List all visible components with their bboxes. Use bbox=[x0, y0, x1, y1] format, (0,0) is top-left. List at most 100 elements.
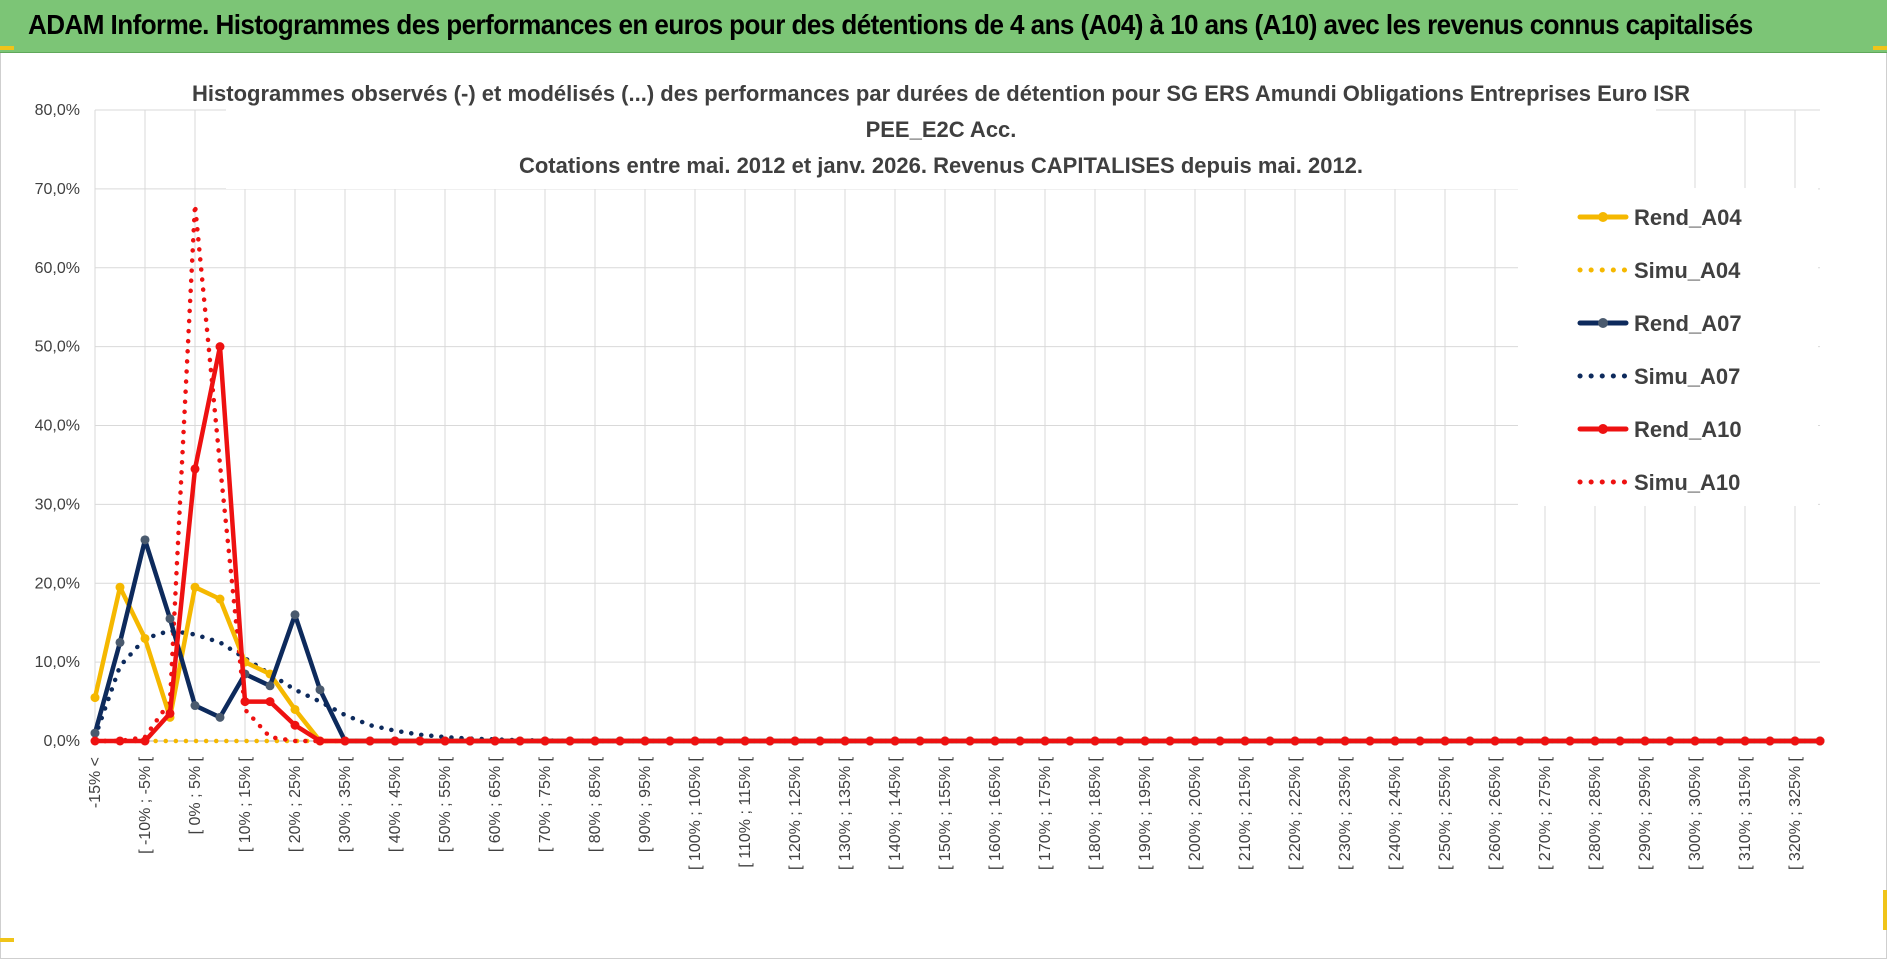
data-point bbox=[565, 736, 575, 746]
data-point bbox=[115, 637, 125, 647]
x-tick-label: [ 310% ; 315% [ bbox=[1737, 756, 1754, 870]
chart-title-line: Histogrammes observés (-) et modélisés (… bbox=[192, 81, 1690, 106]
data-point bbox=[215, 712, 225, 722]
data-point bbox=[90, 736, 100, 746]
data-point bbox=[1815, 736, 1825, 746]
x-tick-label: [ 300% ; 305% [ bbox=[1687, 756, 1704, 870]
y-tick-label: 70,0% bbox=[35, 181, 80, 198]
data-point bbox=[1565, 736, 1575, 746]
data-point bbox=[365, 736, 375, 746]
data-point bbox=[465, 736, 475, 746]
legend-label: Rend_A10 bbox=[1634, 417, 1742, 442]
data-point bbox=[1090, 736, 1100, 746]
data-point bbox=[1715, 736, 1725, 746]
y-tick-label: 30,0% bbox=[35, 496, 80, 513]
legend-marker bbox=[1598, 318, 1608, 328]
data-point bbox=[1540, 736, 1550, 746]
data-point bbox=[140, 633, 150, 643]
chart-title-line: PEE_E2C Acc. bbox=[866, 117, 1017, 142]
x-tick-label: [ 30% ; 35% [ bbox=[337, 756, 354, 852]
data-point bbox=[440, 736, 450, 746]
x-tick-label: [ 290% ; 295% [ bbox=[1637, 756, 1654, 870]
data-point bbox=[1740, 736, 1750, 746]
data-point bbox=[665, 736, 675, 746]
legend-marker bbox=[1598, 424, 1608, 434]
y-tick-label: 10,0% bbox=[35, 654, 80, 671]
chart-title: Histogrammes observés (-) et modélisés (… bbox=[192, 74, 1690, 189]
x-tick-label: [ 40% ; 45% [ bbox=[387, 756, 404, 852]
data-point bbox=[1190, 736, 1200, 746]
x-tick-label: [ 170% ; 175% [ bbox=[1037, 756, 1054, 870]
data-point bbox=[190, 582, 200, 592]
data-point bbox=[1315, 736, 1325, 746]
data-point bbox=[340, 736, 350, 746]
x-tick-label: [ 20% ; 25% [ bbox=[287, 756, 304, 852]
x-tick-label: [ 240% ; 245% [ bbox=[1387, 756, 1404, 870]
report-title: ADAM Informe. Histogrammes des performan… bbox=[28, 9, 1753, 40]
x-tick-label: [ 120% ; 125% [ bbox=[787, 756, 804, 870]
data-point bbox=[1040, 736, 1050, 746]
data-point bbox=[140, 736, 150, 746]
data-point bbox=[1790, 736, 1800, 746]
x-tick-label: -15% < bbox=[87, 757, 104, 808]
data-point bbox=[1465, 736, 1475, 746]
data-point bbox=[815, 736, 825, 746]
corner-marker bbox=[1883, 890, 1887, 930]
data-point bbox=[1265, 736, 1275, 746]
data-point bbox=[1115, 736, 1125, 746]
data-point bbox=[165, 708, 175, 718]
legend-background bbox=[1518, 188, 1818, 506]
data-point bbox=[640, 736, 650, 746]
x-tick-label: [ 80% ; 85% [ bbox=[587, 756, 604, 852]
x-tick-label: [ 190% ; 195% [ bbox=[1137, 756, 1154, 870]
data-point bbox=[290, 704, 300, 714]
x-tick-label: [ 220% ; 225% [ bbox=[1287, 756, 1304, 870]
data-point bbox=[915, 736, 925, 746]
data-point bbox=[315, 736, 325, 746]
x-tick-label: [ 60% ; 65% [ bbox=[487, 756, 504, 852]
data-point bbox=[190, 701, 200, 711]
data-point bbox=[540, 736, 550, 746]
data-point bbox=[1015, 736, 1025, 746]
data-point bbox=[1065, 736, 1075, 746]
data-point bbox=[265, 697, 275, 707]
data-point bbox=[1515, 736, 1525, 746]
data-point bbox=[1690, 736, 1700, 746]
data-point bbox=[1415, 736, 1425, 746]
x-tick-label: [ 140% ; 145% [ bbox=[887, 756, 904, 870]
data-point bbox=[240, 697, 250, 707]
x-tick-label: [ 280% ; 285% [ bbox=[1587, 756, 1604, 870]
data-point bbox=[290, 720, 300, 730]
x-tick-label: [ 130% ; 135% [ bbox=[837, 756, 854, 870]
data-point bbox=[1215, 736, 1225, 746]
data-point bbox=[1440, 736, 1450, 746]
x-tick-label: [ 150% ; 155% [ bbox=[937, 756, 954, 870]
data-point bbox=[190, 464, 200, 474]
data-point bbox=[90, 693, 100, 703]
legend-label: Rend_A07 bbox=[1634, 311, 1742, 336]
x-tick-label: [ 100% ; 105% [ bbox=[687, 756, 704, 870]
x-tick-label: [ 210% ; 215% [ bbox=[1237, 756, 1254, 870]
legend-label: Simu_A04 bbox=[1634, 258, 1741, 283]
report-banner: ADAM Informe. Histogrammes des performan… bbox=[0, 0, 1887, 53]
data-point bbox=[890, 736, 900, 746]
data-point bbox=[215, 342, 225, 352]
x-tick-label: [ 110% ; 115% [ bbox=[737, 756, 754, 867]
data-point bbox=[1640, 736, 1650, 746]
data-point bbox=[840, 736, 850, 746]
x-tick-label: [ 10% ; 15% [ bbox=[237, 756, 254, 852]
data-point bbox=[1240, 736, 1250, 746]
legend-marker bbox=[1598, 212, 1608, 222]
x-tick-label: [ 200% ; 205% [ bbox=[1187, 756, 1204, 870]
data-point bbox=[390, 736, 400, 746]
x-axis: -15% < [ -10% ; -5% [ [ 0% ; 5% [ [ 10% ; 1… bbox=[87, 756, 1804, 870]
y-tick-label: 20,0% bbox=[35, 575, 80, 592]
x-tick-label: [ 260% ; 265% [ bbox=[1487, 756, 1504, 870]
series-line-rend_a07 bbox=[92, 537, 1823, 744]
data-point bbox=[115, 736, 125, 746]
corner-marker bbox=[1873, 46, 1887, 50]
series-layer bbox=[90, 202, 1825, 746]
x-tick-label: [ 0% ; 5% [ bbox=[187, 756, 204, 834]
x-tick-label: [ -10% ; -5% [ bbox=[137, 756, 154, 853]
data-point bbox=[1165, 736, 1175, 746]
